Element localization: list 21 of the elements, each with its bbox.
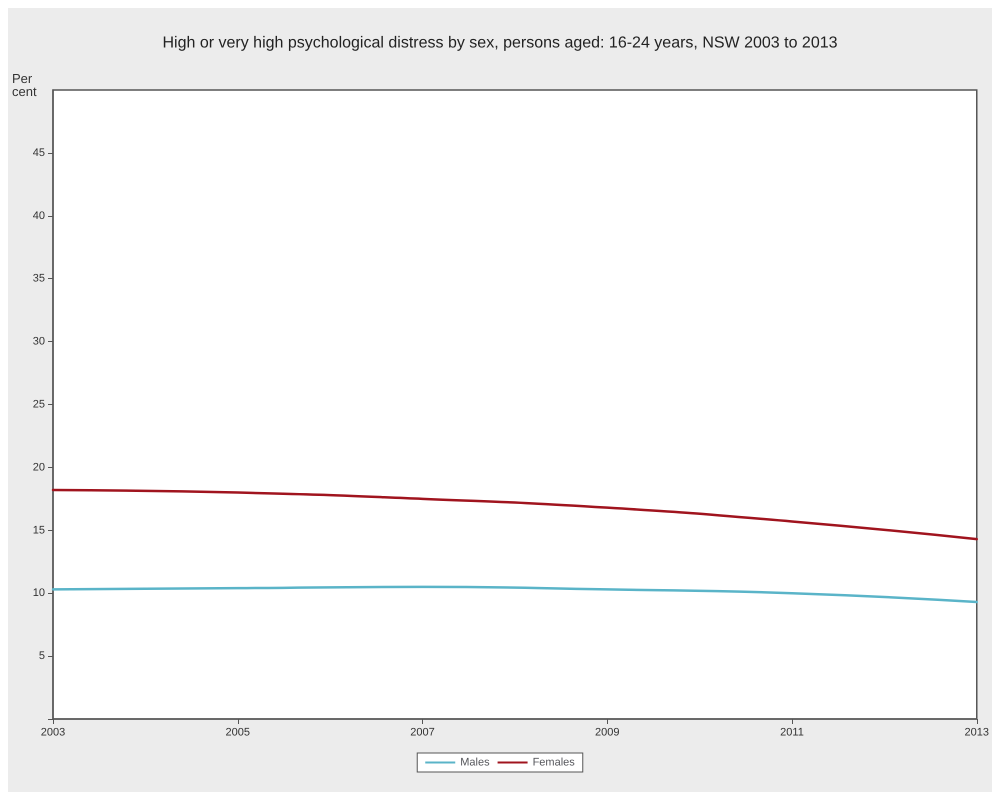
y-tick-label: 5 xyxy=(38,650,45,662)
y-tick-label: 40 xyxy=(32,210,45,222)
y-tick-label: 20 xyxy=(32,461,45,474)
y-tick-label: 45 xyxy=(32,146,45,159)
line-series xyxy=(52,586,978,604)
x-tick-label: 2007 xyxy=(410,726,435,738)
x-tick-label: 2005 xyxy=(226,726,250,738)
y-tick-label: 15 xyxy=(32,524,45,536)
y-tick-label: 25 xyxy=(32,398,45,410)
chart-title: High or very high psychological distress by sex, persons aged: 16-24 years, NSW 2003 to 2013 xyxy=(162,34,838,52)
x-tick-label: 2009 xyxy=(595,726,620,738)
y-axis-title: Per cent xyxy=(12,71,37,99)
line-series xyxy=(52,488,978,540)
y-tick-label: 35 xyxy=(32,272,45,285)
x-tick-label: 2011 xyxy=(780,726,804,738)
legend-label: Males xyxy=(460,756,490,768)
y-tick-label: 10 xyxy=(32,587,45,600)
x-tick-label: 2013 xyxy=(964,726,990,738)
y-tick-label: 30 xyxy=(32,336,45,348)
x-tick-label: 2003 xyxy=(40,726,66,738)
legend-label: Females xyxy=(532,756,576,768)
